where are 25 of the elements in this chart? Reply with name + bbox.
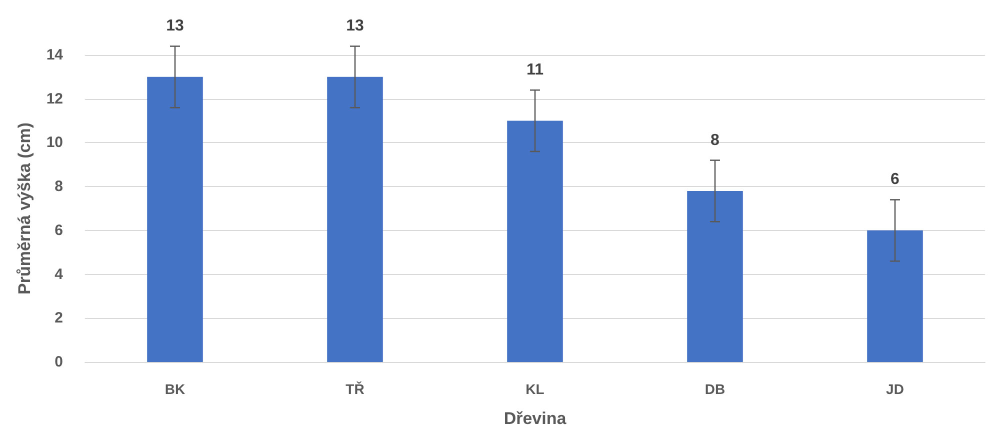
y-tick-label: 10 — [46, 134, 63, 152]
bar — [507, 120, 563, 362]
x-axis-title: Dřevina — [504, 409, 567, 428]
y-tick-label: 12 — [46, 90, 63, 108]
y-tick-label: 4 — [54, 266, 64, 283]
x-tick-label: TŘ — [346, 381, 364, 397]
bar — [327, 76, 383, 362]
bar — [147, 76, 203, 362]
y-tick-label: 14 — [46, 46, 64, 64]
bar — [687, 190, 743, 362]
x-tick-label: JD — [886, 381, 904, 397]
x-tick-label: DB — [704, 381, 726, 397]
x-tick-label: KL — [526, 381, 545, 397]
y-tick-label: 6 — [54, 222, 63, 239]
data-label: 13 — [346, 18, 364, 35]
y-tick-label: 8 — [54, 178, 63, 196]
x-tick-label: BK — [164, 381, 186, 397]
data-label: 8 — [710, 132, 720, 149]
data-label: 6 — [890, 171, 900, 188]
y-tick-label: 2 — [54, 310, 63, 327]
bar — [867, 230, 923, 362]
data-label: 11 — [526, 62, 544, 79]
y-tick-label: 0 — [54, 354, 63, 370]
data-label: 13 — [166, 18, 184, 35]
y-axis-title: Průměrná výška (cm) — [15, 122, 34, 294]
